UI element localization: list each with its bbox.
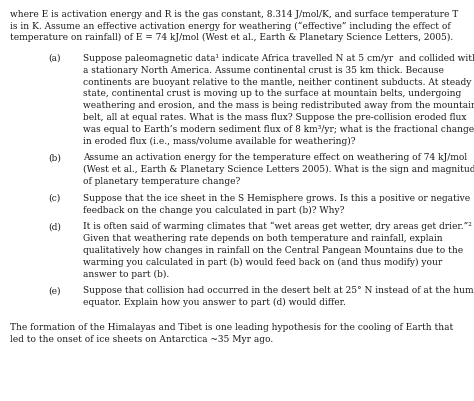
- Text: (c): (c): [48, 194, 61, 203]
- Text: (b): (b): [48, 153, 61, 162]
- Text: (West et al., Earth & Planetary Science Letters 2005). What is the sign and magn: (West et al., Earth & Planetary Science …: [83, 165, 474, 174]
- Text: of planetary temperature change?: of planetary temperature change?: [83, 177, 240, 186]
- Text: (e): (e): [48, 286, 61, 295]
- Text: was equal to Earth’s modern sediment flux of 8 km³/yr; what is the fractional ch: was equal to Earth’s modern sediment flu…: [83, 125, 474, 134]
- Text: temperature on rainfall) of ​E​ = 74 kJ/mol (West et al., Earth & Planetary Scie: temperature on rainfall) of ​E​ = 74 kJ/…: [10, 33, 454, 43]
- Text: (d): (d): [48, 222, 61, 231]
- Text: Assume an activation energy for the temperature effect on weathering of 74 kJ/mo: Assume an activation energy for the temp…: [83, 153, 467, 162]
- Text: in eroded flux (i.e., mass/volume available for weathering)?: in eroded flux (i.e., mass/volume availa…: [83, 137, 355, 146]
- Text: where ​E​ is activation energy and ​R​ is the gas constant, 8.314 J/mol/K, and s: where ​E​ is activation energy and ​R​ i…: [10, 10, 459, 18]
- Text: a stationary North America. Assume continental crust is 35 km thick. Because: a stationary North America. Assume conti…: [83, 66, 444, 75]
- Text: The formation of the Himalayas and Tibet is one leading hypothesis for the cooli: The formation of the Himalayas and Tibet…: [10, 323, 454, 332]
- Text: answer to part (b).: answer to part (b).: [83, 269, 169, 279]
- Text: led to the onset of ice sheets on Antarctica ~35 Myr ago.: led to the onset of ice sheets on Antarc…: [10, 335, 273, 344]
- Text: qualitatively how changes in rainfall on the Central Pangean Mountains due to th: qualitatively how changes in rainfall on…: [83, 246, 463, 255]
- Text: Suppose that the ice sheet in the S Hemisphere grows. Is this a positive or nega: Suppose that the ice sheet in the S Hemi…: [83, 194, 470, 203]
- Text: warming you calculated in part (b) would feed back on (and thus modify) your: warming you calculated in part (b) would…: [83, 257, 442, 267]
- Text: Suppose paleomagnetic data¹ indicate Africa travelled N at 5 cm/yr  and collided: Suppose paleomagnetic data¹ indicate Afr…: [83, 54, 474, 63]
- Text: is in K. Assume an effective activation energy for weathering (“effective” inclu: is in K. Assume an effective activation …: [10, 22, 451, 31]
- Text: weathering and erosion, and the mass is being redistributed away from the mounta: weathering and erosion, and the mass is …: [83, 101, 474, 110]
- Text: (a): (a): [48, 54, 61, 63]
- Text: Suppose that collision had occurred in the desert belt at 25° N instead of at th: Suppose that collision had occurred in t…: [83, 286, 474, 295]
- Text: equator. Explain how you answer to part (d) would differ.: equator. Explain how you answer to part …: [83, 298, 346, 307]
- Text: state, continental crust is moving up to the surface at mountain belts, undergoi: state, continental crust is moving up to…: [83, 89, 461, 98]
- Text: feedback on the change you calculated in part (b)? Why?: feedback on the change you calculated in…: [83, 205, 344, 215]
- Text: Given that weathering rate depends on both temperature and rainfall, explain: Given that weathering rate depends on bo…: [83, 234, 443, 243]
- Text: It is often said of warming climates that “wet areas get wetter, dry areas get d: It is often said of warming climates tha…: [83, 222, 472, 231]
- Text: belt, all at equal rates. What is the mass flux? Suppose the pre-collision erode: belt, all at equal rates. What is the ma…: [83, 113, 466, 122]
- Text: continents are buoyant relative to the mantle, neither continent subducts. At st: continents are buoyant relative to the m…: [83, 77, 471, 87]
